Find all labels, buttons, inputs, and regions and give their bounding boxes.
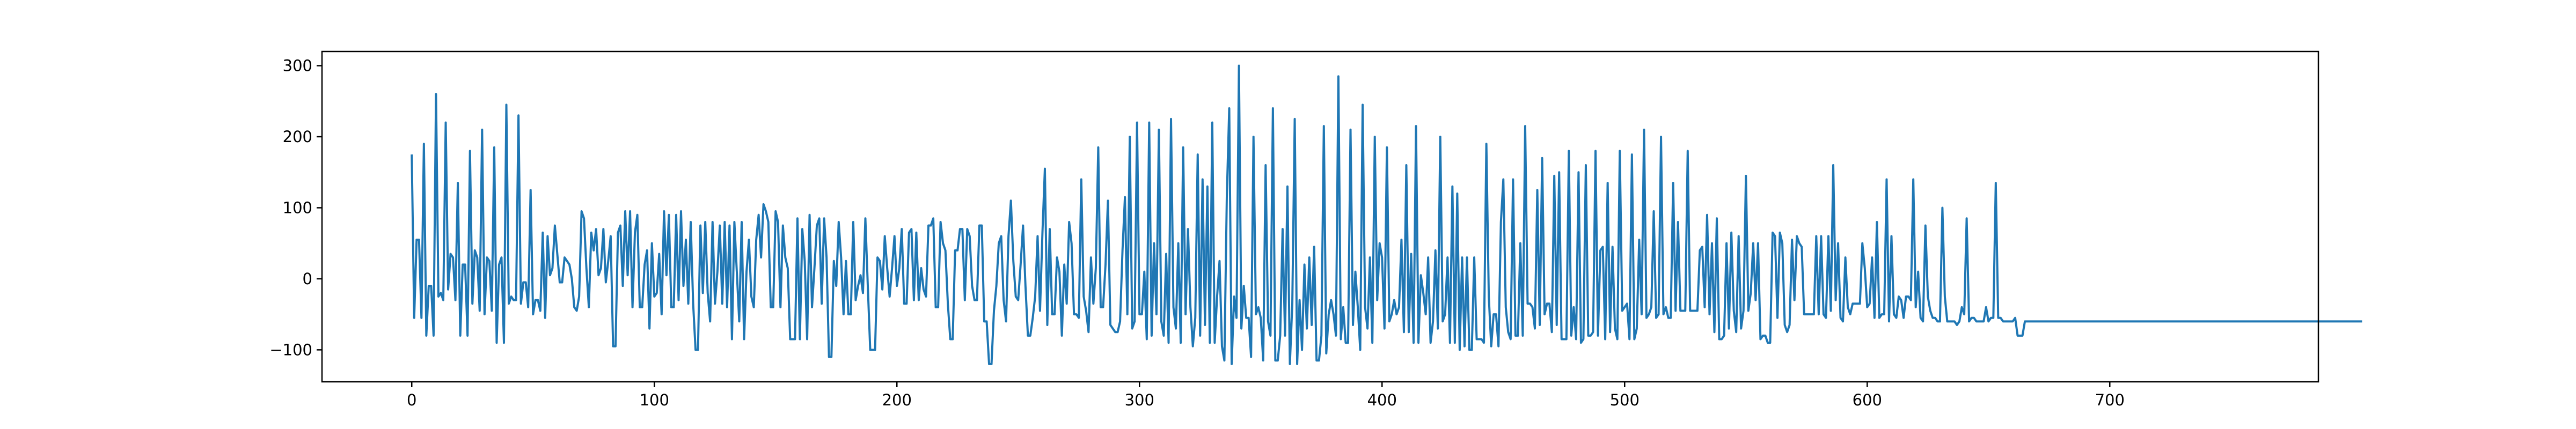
x-tick-label: 300 [1125, 391, 1154, 409]
y-tick-label: −100 [269, 341, 312, 359]
x-axis: 0 100 200 300 400 500 600 700 [407, 382, 2125, 409]
x-tick-label: 200 [882, 391, 912, 409]
x-tick-label: 0 [407, 391, 416, 409]
plot-area [411, 64, 2362, 365]
y-tick-label: 200 [283, 128, 312, 146]
axes-frame [321, 50, 2319, 383]
y-axis: −100 0 100 200 300 [269, 56, 322, 359]
x-tick-label: 500 [1610, 391, 1640, 409]
x-tick-label: 400 [1367, 391, 1397, 409]
y-tick-label: 300 [283, 56, 312, 75]
x-tick-label: 100 [640, 391, 669, 409]
y-tick-label: 0 [303, 270, 312, 288]
x-tick-label: 600 [1853, 391, 1882, 409]
y-tick-label: 100 [283, 198, 312, 217]
x-tick-label: 700 [2095, 391, 2125, 409]
series-line-0 [411, 64, 2362, 365]
